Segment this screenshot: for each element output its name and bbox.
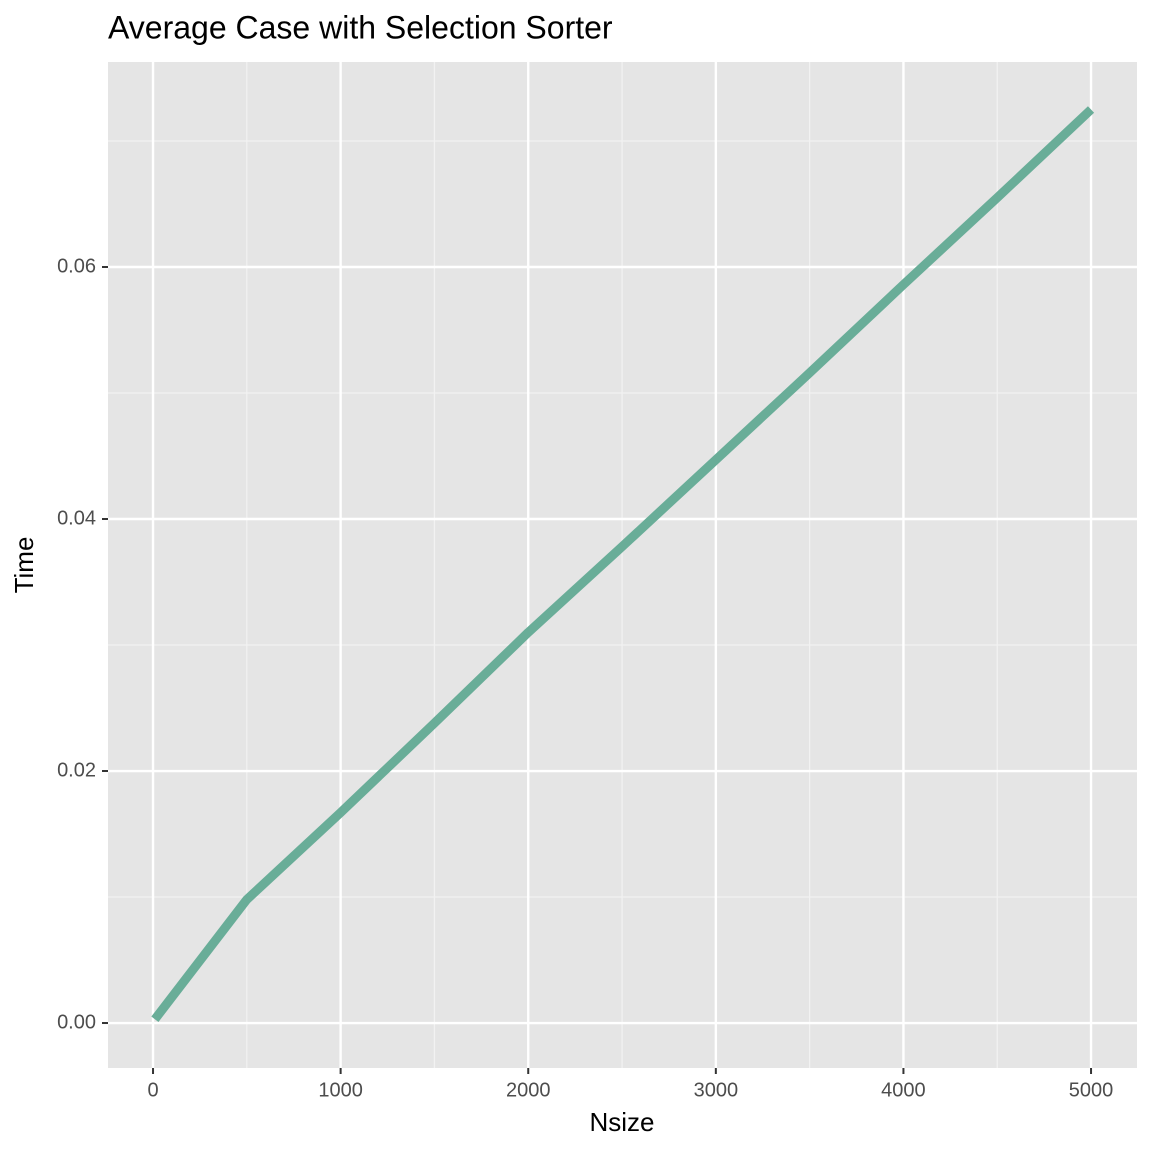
x-tick-label: 1000: [318, 1079, 363, 1101]
x-axis-title: Nsize: [589, 1107, 654, 1137]
y-tick-label: 0.06: [57, 255, 96, 277]
x-tick-label: 2000: [506, 1079, 551, 1101]
x-tick-label: 0: [147, 1079, 158, 1101]
x-tick-label: 3000: [694, 1079, 739, 1101]
y-tick-label: 0.02: [57, 759, 96, 781]
y-tick-label: 0.00: [57, 1011, 96, 1033]
line: [151, 106, 1095, 1022]
y-axis-title: Time: [9, 537, 39, 594]
x-tick-label: 4000: [881, 1079, 926, 1101]
y-tick-label: 0.04: [57, 507, 96, 529]
x-tick-label: 5000: [1069, 1079, 1114, 1101]
chart-title: Average Case with Selection Sorter: [108, 9, 613, 45]
